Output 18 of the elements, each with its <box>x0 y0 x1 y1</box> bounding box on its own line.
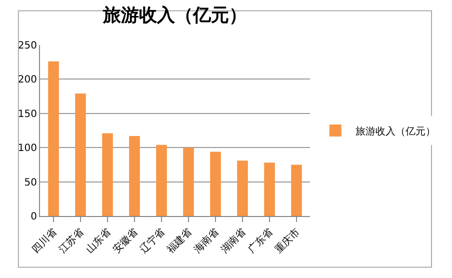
bar <box>237 160 248 216</box>
chart-title: 旅游收入（亿元） <box>102 4 247 26</box>
bar <box>264 162 275 216</box>
bar <box>291 164 302 216</box>
bar <box>102 133 113 216</box>
y-tick-label: 250 <box>18 40 37 52</box>
bar <box>156 144 167 216</box>
legend-label: 旅游收入（亿元） <box>355 125 436 138</box>
y-tick-label: 200 <box>18 74 37 86</box>
y-tick-label: 150 <box>18 108 37 120</box>
bar <box>183 148 194 216</box>
y-tick-label: 100 <box>18 143 37 154</box>
y-tick-label: 50 <box>24 177 37 188</box>
bar <box>75 94 86 216</box>
bar <box>48 61 59 216</box>
y-tick-label: 0 <box>30 212 37 222</box>
bar <box>210 152 221 216</box>
bar <box>129 136 140 216</box>
